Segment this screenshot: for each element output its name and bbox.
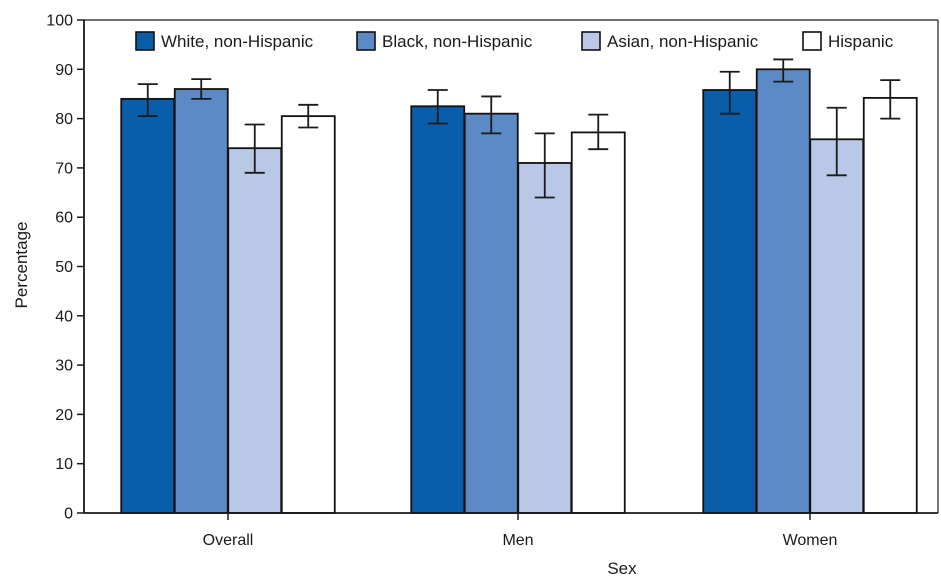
y-tick-label: 80 [55, 111, 73, 128]
legend-swatch-hispanic [802, 31, 822, 51]
y-axis-title: Percentage [12, 222, 31, 309]
y-tick-label: 30 [55, 358, 73, 375]
y-tick-label: 100 [46, 13, 73, 30]
bar-black-non-hispanic-overall [173, 88, 229, 514]
bar-black-non-hispanic-women [755, 68, 811, 514]
legend-swatch-black-non-hispanic [356, 31, 376, 51]
legend-swatch-asian-non-hispanic [581, 31, 601, 51]
bar-asian-non-hispanic-men [517, 162, 573, 514]
y-tick-label: 20 [55, 407, 73, 424]
x-tick-label-men: Men [502, 532, 533, 549]
y-tick-label: 60 [55, 210, 73, 227]
plot-area: 0 10 20 30 40 50 60 70 80 90 100 Overall Men Women [46, 13, 939, 549]
bar-hispanic-men [570, 131, 626, 514]
y-tick-label: 90 [55, 62, 73, 79]
legend-swatch-white-non-hispanic [135, 31, 155, 51]
y-tick-label: 50 [55, 259, 73, 276]
legend-label-asian-non-hispanic: Asian, non-Hispanic [607, 32, 759, 51]
legend-label-white-non-hispanic: White, non-Hispanic [161, 32, 314, 51]
bar-hispanic-overall [280, 115, 336, 514]
x-tick-label-women: Women [783, 532, 838, 549]
bar-asian-non-hispanic-women [809, 138, 865, 514]
y-tick-label: 40 [55, 308, 73, 325]
bar-asian-non-hispanic-overall [227, 147, 283, 514]
x-tick-label-overall: Overall [203, 532, 254, 549]
x-axis-title: Sex [607, 559, 637, 578]
y-tick-label: 0 [64, 506, 73, 523]
legend-label-black-non-hispanic: Black, non-Hispanic [382, 32, 533, 51]
y-tick-label: 10 [55, 456, 73, 473]
bar-hispanic-women [862, 96, 918, 514]
bar-white-non-hispanic-overall [120, 97, 176, 514]
bar-black-non-hispanic-men [463, 112, 519, 514]
bar-white-non-hispanic-women [702, 89, 758, 514]
bar-white-non-hispanic-men [410, 105, 466, 514]
legend: White, non-Hispanic Black, non-Hispanic As… [135, 31, 894, 51]
legend-label-hispanic: Hispanic [828, 32, 894, 51]
y-tick-label: 70 [55, 160, 73, 177]
